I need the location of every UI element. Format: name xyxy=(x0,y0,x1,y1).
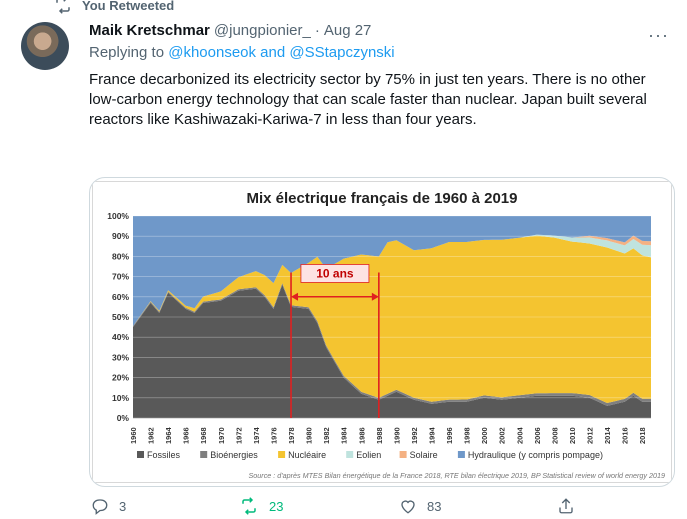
y-tick-label: 80% xyxy=(112,251,129,261)
x-tick-label: 1972 xyxy=(234,427,243,444)
x-tick-label: 1992 xyxy=(410,427,419,444)
legend-swatch xyxy=(137,451,144,458)
author-handle[interactable]: @jungpionier_ xyxy=(213,22,311,39)
x-tick-label: 1978 xyxy=(287,427,296,444)
retweet-icon xyxy=(56,0,70,14)
area-hydraulique xyxy=(133,216,651,327)
chart-source: Source : d'après MTES Bilan énergétique … xyxy=(248,471,665,480)
share-icon xyxy=(559,498,573,514)
x-tick-label: 1982 xyxy=(322,427,331,444)
tweet-text: France decarbonized its electricity sect… xyxy=(89,71,647,128)
area-fossiles xyxy=(133,284,651,418)
action-bar: 3 23 83 xyxy=(89,497,649,519)
replying-to: Replying to @khoonseok and @SStapczynski xyxy=(89,44,395,61)
legend-swatch xyxy=(457,451,465,458)
reply-count: 3 xyxy=(119,498,127,514)
y-tick-label: 0% xyxy=(117,413,130,423)
arrowhead-left xyxy=(291,292,299,301)
x-tick-label: 2014 xyxy=(603,426,612,444)
chart-svg: 0% 10% 20% 30% 40% 50% 60% 70% 80% 90% 100% 1960 196… xyxy=(107,211,651,460)
reply-button[interactable]: 3 xyxy=(91,497,126,515)
x-tick-label: 1980 xyxy=(305,427,314,444)
x-tick-label: 2012 xyxy=(586,427,595,444)
tweet-media[interactable]: Mix électrique français de 1960 à 2019 0… xyxy=(89,177,675,487)
x-tick-label: 2008 xyxy=(550,427,559,444)
x-tick-label: 1998 xyxy=(463,427,472,444)
y-tick-label: 70% xyxy=(112,272,129,282)
x-tick-label: 1988 xyxy=(375,427,384,444)
mention-and: and xyxy=(256,44,290,61)
avatar[interactable] xyxy=(21,22,69,70)
x-tick-label: 1970 xyxy=(217,427,226,444)
x-tick-label: 1968 xyxy=(199,427,208,444)
x-tick-label: 1984 xyxy=(340,426,349,444)
legend-swatch xyxy=(399,451,407,458)
x-tick-label: 1990 xyxy=(392,427,401,444)
share-button[interactable] xyxy=(557,497,575,515)
author-name[interactable]: Maik Kretschmar xyxy=(89,22,210,39)
area-nucléaire xyxy=(133,235,651,403)
replying-prefix: Replying to xyxy=(89,44,169,61)
x-tick-label: 1974 xyxy=(252,426,261,444)
chart-title: Mix électrique français de 1960 à 2019 xyxy=(246,190,518,207)
x-tick-label: 1966 xyxy=(182,427,191,444)
annotation-box xyxy=(300,264,370,283)
legend-label: Fossiles xyxy=(147,450,181,460)
tweet-date[interactable]: Aug 27 xyxy=(323,22,372,39)
retweet-action-icon xyxy=(242,497,256,515)
x-tick-label: 1964 xyxy=(164,426,173,444)
legend-swatch xyxy=(278,451,286,458)
y-tick-label: 10% xyxy=(112,393,129,403)
chart-image: Mix électrique français de 1960 à 2019 0… xyxy=(92,181,672,483)
y-tick-label: 20% xyxy=(112,373,129,383)
mention-link-2[interactable]: @SStapczynski xyxy=(289,44,395,61)
y-tick-label: 90% xyxy=(112,231,129,241)
like-count: 83 xyxy=(427,498,442,514)
retweet-button[interactable]: 23 xyxy=(239,497,283,515)
x-tick-label: 1996 xyxy=(445,427,454,444)
legend-label: Solaire xyxy=(410,450,438,460)
legend-label: Eolien xyxy=(356,450,381,460)
x-tick-label: 2004 xyxy=(515,426,524,444)
y-tick-label: 60% xyxy=(112,292,129,302)
retweeted-label: You Retweeted xyxy=(82,0,175,13)
legend-label: Bioénergies xyxy=(210,450,258,460)
y-tick-label: 40% xyxy=(112,332,129,342)
like-button[interactable]: 83 xyxy=(399,497,441,515)
legend-swatch xyxy=(346,451,354,458)
x-tick-label: 1976 xyxy=(269,427,278,444)
x-tick-label: 2016 xyxy=(621,427,630,444)
legend-label: Hydraulique (y compris pompage) xyxy=(468,450,603,460)
mention-link-1[interactable]: @khoonseok xyxy=(168,44,256,61)
x-tick-label: 1960 xyxy=(129,427,138,444)
x-tick-label: 2010 xyxy=(568,427,577,444)
x-tick-label: 1994 xyxy=(428,426,437,444)
reply-icon xyxy=(92,499,108,515)
separator-dot: · xyxy=(314,22,320,39)
x-tick-label: 2018 xyxy=(638,427,647,444)
retweeted-indicator: You Retweeted xyxy=(54,0,174,14)
y-tick-label: 50% xyxy=(112,312,129,322)
x-tick-label: 1986 xyxy=(357,427,366,444)
area-eolien xyxy=(133,234,651,327)
legend-label: Nucléaire xyxy=(288,450,326,460)
x-tick-label: 2006 xyxy=(533,427,542,444)
y-tick-label: 30% xyxy=(112,352,129,362)
arrowhead-right xyxy=(371,292,379,301)
y-tick-label: 100% xyxy=(107,211,129,221)
x-tick-label: 1962 xyxy=(147,427,156,444)
more-options-icon[interactable]: ··· xyxy=(648,25,669,45)
x-tick-label: 2000 xyxy=(480,427,489,444)
legend-swatch xyxy=(200,451,208,458)
x-tick-label: 2002 xyxy=(498,427,507,444)
retweet-count: 23 xyxy=(269,498,284,514)
heart-icon xyxy=(401,500,415,514)
annotation-label: 10 ans xyxy=(316,266,354,280)
tweet-header: Maik Kretschmar @jungpionier_ · Aug 27 xyxy=(89,22,371,39)
